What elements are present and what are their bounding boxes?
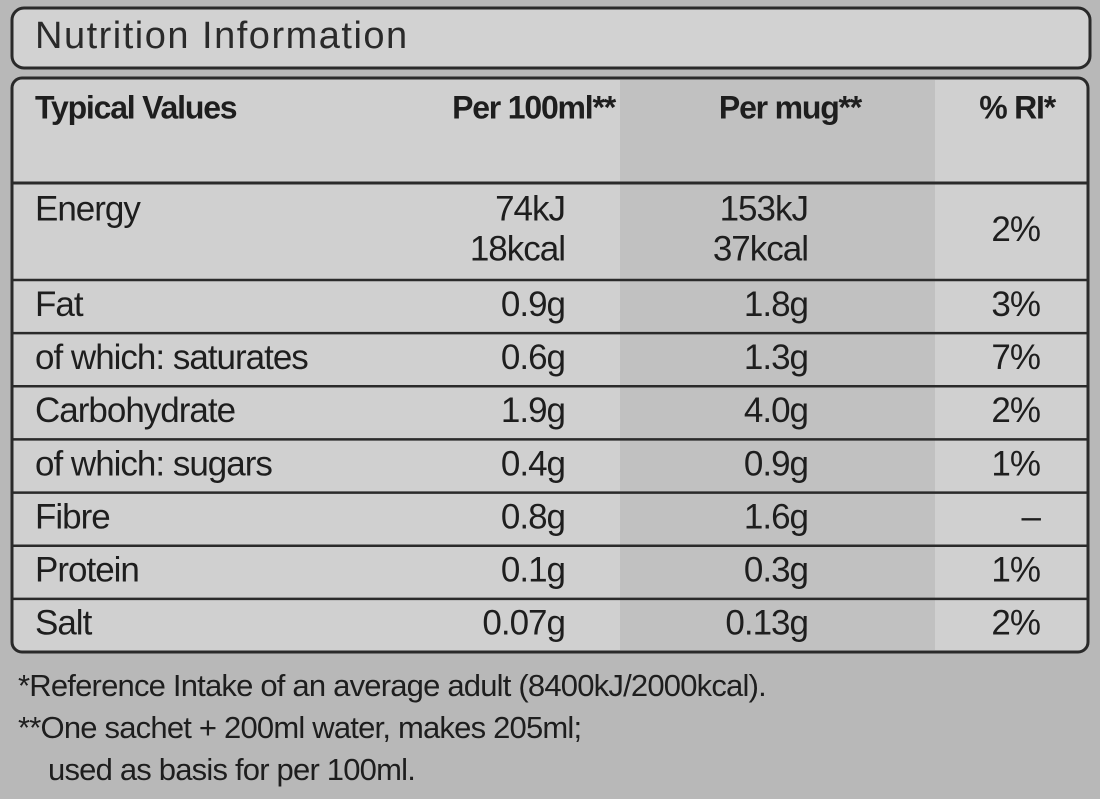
cell-value: 0.8g (501, 497, 565, 536)
cell-value: 0.07g (482, 604, 565, 643)
cell-value: 3% (991, 285, 1040, 324)
cell-value: 7% (991, 338, 1040, 377)
nutrient-name: Fat (35, 285, 84, 324)
cell-value: 0.13g (725, 604, 808, 643)
cell-value: 0.6g (501, 338, 565, 377)
column-header: % RI* (979, 89, 1057, 125)
nutrient-name: Salt (35, 604, 93, 643)
cell-value: 4.0g (744, 391, 808, 430)
nutrient-name: of which: sugars (35, 444, 272, 483)
cell-value: 1.6g (744, 497, 808, 536)
cell-value: 1.9g (501, 391, 565, 430)
cell-value: 0.9g (501, 285, 565, 324)
title: Nutrition Information (35, 15, 409, 57)
nutrient-name: Carbohydrate (35, 391, 235, 430)
cell-value: 2% (991, 604, 1040, 643)
nutrient-name: Protein (35, 551, 139, 590)
footnote: *Reference Intake of an average adult (8… (18, 668, 766, 703)
nutrient-name: of which: saturates (35, 338, 308, 377)
footnote: used as basis for per 100ml. (48, 752, 415, 787)
cell-value: 74kJ (495, 189, 565, 228)
nutrient-name: Fibre (35, 497, 110, 536)
cell-value: 0.1g (501, 551, 565, 590)
cell-value: 1% (991, 551, 1040, 590)
column-header: Per 100ml** (452, 89, 617, 125)
cell-value: 153kJ (720, 189, 808, 228)
cell-value: 0.3g (744, 551, 808, 590)
cell-value: 37kcal (713, 229, 808, 268)
title-box (10, 6, 1092, 70)
cell-value: 1% (991, 444, 1040, 483)
column-header: Typical Values (35, 89, 237, 125)
cell-value: 0.4g (501, 444, 565, 483)
cell-value: 1.3g (744, 338, 808, 377)
footnote: **One sachet + 200ml water, makes 205ml; (18, 710, 581, 745)
nutrient-name: Energy (35, 189, 141, 228)
cell-value: 0.9g (744, 444, 808, 483)
cell-value: 18kcal (470, 229, 565, 268)
table-border (10, 76, 1090, 654)
cell-value: 2% (991, 391, 1040, 430)
cell-value: 1.8g (744, 285, 808, 324)
cell-value: – (1022, 497, 1042, 536)
mug-column-shade (620, 80, 935, 650)
column-header: Per mug** (719, 89, 863, 125)
cell-value: 2% (991, 210, 1040, 249)
table-body: Typical Values Per 100ml** Per mug** % RI* E… (12, 89, 1088, 643)
